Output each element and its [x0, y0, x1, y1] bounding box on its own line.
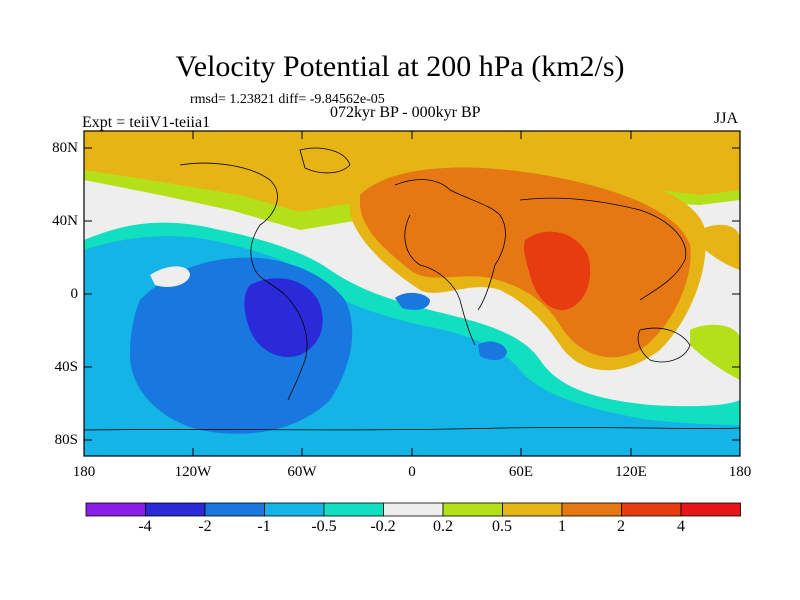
chart-title: Velocity Potential at 200 hPa (km2/s) — [175, 50, 625, 83]
colorbar-label: -0.5 — [311, 518, 337, 535]
coastline-americas — [179, 162, 308, 401]
colorbar-swatch — [204, 502, 265, 517]
colorbar-swatch — [85, 502, 146, 517]
colorbar-label: -4 — [138, 518, 152, 535]
experiment-label: Expt = teiiV1-teiia1 — [82, 114, 211, 131]
colorbar-label: -0.2 — [370, 518, 396, 535]
coastline-asia — [519, 197, 687, 301]
season-label: JJA — [714, 110, 739, 127]
field-positive-india-core — [523, 231, 591, 311]
colorbar-label: 2 — [617, 518, 625, 535]
lon-label-0: 0 — [408, 464, 416, 480]
colorbar-swatch — [323, 502, 384, 517]
coastline-australia — [637, 327, 691, 363]
lon-label-60w: 60W — [287, 464, 317, 480]
colorbar-label: 4 — [677, 518, 685, 535]
colorbar-swatch — [680, 502, 741, 517]
lat-label-80s: 80S — [54, 432, 78, 448]
field-negative-indian-ocean-patch — [478, 341, 507, 361]
coastlines — [84, 147, 740, 431]
colorbar-label: -1 — [257, 518, 271, 535]
period-label: 072kyr BP - 000kyr BP — [330, 104, 481, 121]
lat-label-40n: 40N — [52, 213, 78, 229]
coastline-europe-africa — [394, 179, 506, 311]
stats-line: rmsd= 1.23821 diff= -9.84562e-05 — [190, 92, 385, 107]
lat-label-0: 0 — [70, 286, 79, 302]
lon-label-180-right: 180 — [728, 464, 752, 480]
colorbar-swatch — [561, 502, 622, 517]
field-positive-eurasia-mid — [360, 167, 691, 358]
field-neutral-pacific-patch — [150, 266, 190, 287]
colorbar-label: 0.2 — [433, 518, 453, 535]
axis-ticks — [84, 131, 740, 456]
colorbar-label: -2 — [198, 518, 212, 535]
coastline-greenland — [299, 147, 351, 174]
colorbar-swatch — [621, 502, 682, 517]
coastline-west-africa — [404, 214, 476, 346]
lon-label-180-left: 180 — [72, 464, 96, 480]
colorbar-swatch — [502, 502, 563, 517]
colorbar — [85, 502, 741, 517]
field-negative-atlantic-patch — [395, 292, 430, 310]
velocity-potential-field — [84, 131, 740, 456]
lat-label-80n: 80N — [52, 140, 78, 156]
colorbar-label: 0.5 — [492, 518, 512, 535]
lat-label-40s: 40S — [54, 359, 78, 375]
lon-label-60e: 60E — [508, 464, 534, 480]
field-positive-south-pacific-edge — [690, 324, 740, 380]
colorbar-swatch — [145, 502, 206, 517]
colorbar-swatch — [442, 502, 503, 517]
colorbar-swatch — [264, 502, 325, 517]
field-positive-west-pacific-edge — [700, 224, 740, 270]
lon-label-120w: 120W — [174, 464, 212, 480]
colorbar-label: 1 — [558, 518, 566, 535]
lon-label-120e: 120E — [615, 464, 647, 480]
colorbar-swatch — [383, 502, 444, 517]
field-negative-core — [244, 278, 323, 358]
coastline-antarctica — [84, 427, 740, 431]
